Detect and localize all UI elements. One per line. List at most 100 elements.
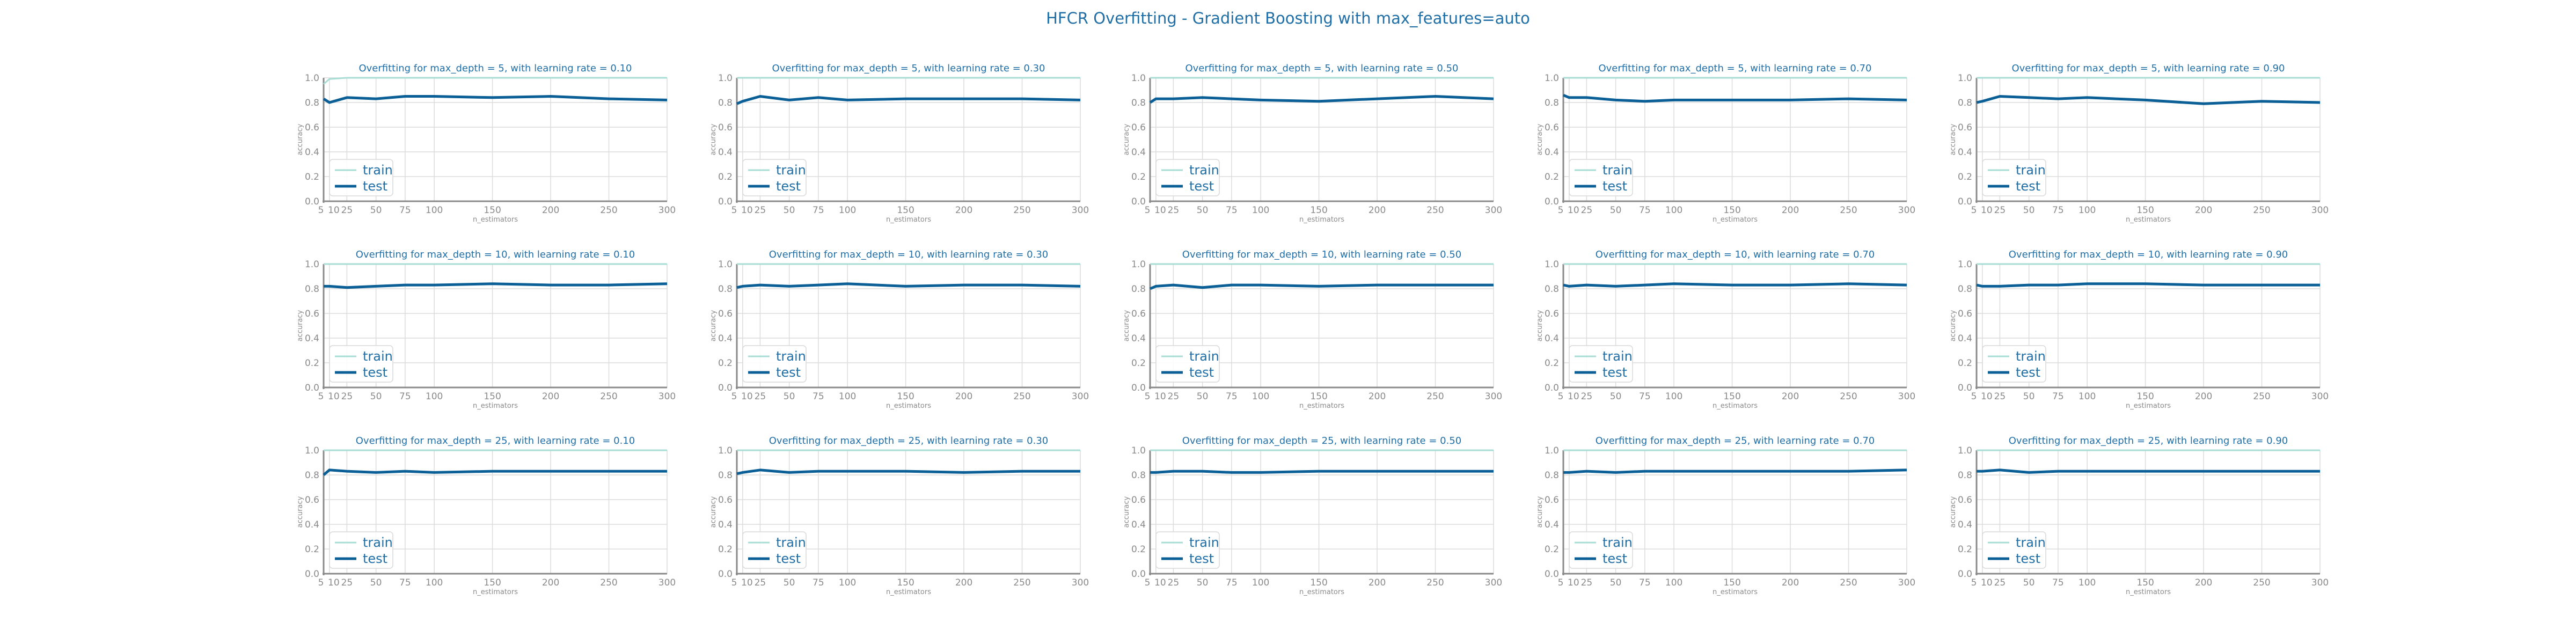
- x-tick-label: 25: [1994, 391, 2006, 402]
- x-tick-label: 300: [1485, 391, 1502, 402]
- x-tick-label: 10: [328, 391, 340, 402]
- x-tick-label: 250: [600, 577, 617, 588]
- x-tick-label: 100: [2079, 205, 2096, 216]
- x-tick-label: 200: [542, 205, 559, 216]
- y-tick-label: 0.2: [1545, 358, 1559, 369]
- x-tick-label: 100: [426, 391, 443, 402]
- subplot-title: Overfitting for max_depth = 10, with lea…: [356, 249, 635, 260]
- x-tick-label: 75: [813, 391, 824, 402]
- x-tick-label: 100: [426, 205, 443, 216]
- x-tick-label: 75: [1226, 205, 1238, 216]
- subplot: Overfitting for max_depth = 10, with lea…: [1123, 249, 1502, 410]
- x-tick-label: 10: [741, 205, 753, 216]
- x-tick-label: 150: [1723, 205, 1740, 216]
- x-tick-label: 50: [370, 391, 382, 402]
- y-tick-label: 1.0: [718, 73, 733, 84]
- y-axis-label: accuracy: [1536, 496, 1544, 528]
- x-tick-label: 300: [1898, 577, 1915, 588]
- x-tick-label: 150: [2136, 577, 2154, 588]
- legend-label-train: train: [1602, 349, 1633, 364]
- legend-label-test: test: [1189, 365, 1214, 380]
- x-axis-label: n_estimators: [2126, 588, 2171, 596]
- series-line-test: [1150, 470, 1494, 474]
- x-tick-label: 100: [839, 391, 856, 402]
- x-tick-label: 200: [2195, 205, 2212, 216]
- x-tick-label: 300: [1898, 205, 1915, 216]
- y-tick-label: 0.4: [1545, 147, 1559, 158]
- series-line-test: [1976, 282, 2320, 288]
- x-tick-label: 25: [1994, 205, 2006, 216]
- y-axis-label: accuracy: [296, 123, 304, 155]
- subplot-title: Overfitting for max_depth = 5, with lear…: [2011, 63, 2285, 74]
- y-tick-label: 0.6: [718, 309, 733, 319]
- x-tick-label: 300: [658, 577, 676, 588]
- x-tick-label: 10: [328, 577, 340, 588]
- y-tick-label: 0.6: [718, 495, 733, 506]
- x-axis-label: n_estimators: [1299, 588, 1344, 596]
- y-tick-label: 0.8: [1958, 98, 1972, 108]
- x-tick-label: 10: [1568, 205, 1579, 216]
- x-tick-label: 200: [1782, 391, 1799, 402]
- x-tick-label: 100: [839, 577, 856, 588]
- x-tick-label: 10: [741, 391, 753, 402]
- legend-label-train: train: [363, 349, 393, 364]
- y-tick-label: 0.6: [305, 122, 319, 133]
- y-tick-label: 0.0: [305, 383, 319, 393]
- x-tick-label: 5: [1971, 391, 1977, 402]
- x-tick-label: 75: [813, 577, 824, 588]
- x-tick-label: 25: [341, 205, 353, 216]
- x-tick-label: 100: [2079, 391, 2096, 402]
- x-tick-label: 50: [1197, 391, 1209, 402]
- y-tick-label: 0.6: [1958, 309, 1972, 319]
- x-tick-label: 200: [1368, 577, 1386, 588]
- x-tick-label: 250: [1013, 205, 1030, 216]
- y-tick-label: 0.4: [1545, 519, 1559, 530]
- x-tick-label: 150: [2136, 391, 2154, 402]
- y-tick-label: 1.0: [305, 259, 319, 270]
- y-tick-label: 0.2: [1131, 172, 1146, 182]
- y-axis-label: accuracy: [1949, 496, 1957, 528]
- x-tick-label: 150: [1310, 205, 1327, 216]
- y-tick-label: 1.0: [1958, 73, 1972, 84]
- y-tick-label: 1.0: [718, 445, 733, 456]
- y-axis-label: accuracy: [1536, 123, 1544, 155]
- y-tick-label: 0.2: [305, 172, 319, 182]
- legend-label-train: train: [1189, 349, 1219, 364]
- x-tick-label: 100: [1665, 205, 1682, 216]
- y-tick-label: 0.4: [718, 333, 733, 344]
- x-tick-label: 50: [2023, 577, 2035, 588]
- legend-label-train: train: [2016, 163, 2046, 178]
- subplot: Overfitting for max_depth = 5, with lear…: [1123, 63, 1502, 224]
- y-axis-label: accuracy: [1536, 310, 1544, 341]
- x-tick-label: 10: [1981, 577, 1993, 588]
- y-tick-label: 0.4: [1958, 147, 1972, 158]
- subplot: Overfitting for max_depth = 25, with lea…: [1949, 435, 2329, 596]
- x-axis-label: n_estimators: [1713, 402, 1758, 410]
- subplot: Overfitting for max_depth = 25, with lea…: [296, 435, 676, 596]
- y-tick-label: 1.0: [718, 259, 733, 270]
- y-tick-label: 0.2: [305, 544, 319, 555]
- y-tick-label: 0.2: [1131, 544, 1146, 555]
- x-tick-label: 5: [318, 391, 324, 402]
- y-tick-label: 0.2: [1131, 358, 1146, 369]
- y-tick-label: 0.6: [1545, 309, 1559, 319]
- x-tick-label: 200: [955, 577, 972, 588]
- y-tick-label: 0.2: [305, 358, 319, 369]
- x-tick-label: 25: [1168, 391, 1180, 402]
- x-tick-label: 25: [1168, 577, 1180, 588]
- x-tick-label: 250: [1840, 391, 1857, 402]
- y-tick-label: 0.0: [1131, 196, 1146, 207]
- x-tick-label: 250: [600, 205, 617, 216]
- legend-label-test: test: [2016, 551, 2040, 566]
- legend-label-train: train: [776, 163, 806, 178]
- x-axis-label: n_estimators: [1713, 588, 1758, 596]
- subplot: Overfitting for max_depth = 10, with lea…: [1536, 249, 1915, 410]
- y-tick-label: 1.0: [1131, 259, 1146, 270]
- x-axis-label: n_estimators: [2126, 216, 2171, 224]
- x-tick-label: 200: [1368, 205, 1386, 216]
- y-tick-label: 1.0: [1545, 445, 1559, 456]
- y-tick-label: 0.8: [1131, 98, 1146, 108]
- legend-label-test: test: [2016, 365, 2040, 380]
- x-tick-label: 150: [484, 205, 501, 216]
- x-tick-label: 150: [1723, 391, 1740, 402]
